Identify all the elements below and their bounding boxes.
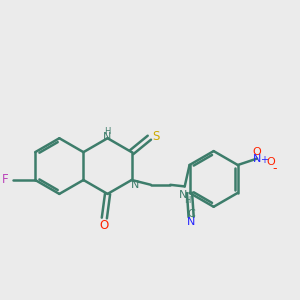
- Text: H: H: [184, 196, 190, 205]
- Text: O: O: [266, 158, 275, 167]
- Text: H: H: [104, 127, 111, 136]
- Text: N: N: [131, 180, 140, 190]
- Text: N: N: [103, 132, 112, 142]
- Text: O: O: [100, 219, 109, 232]
- Text: -: -: [273, 162, 277, 175]
- Text: N: N: [179, 190, 187, 200]
- Text: N: N: [253, 154, 261, 164]
- Text: N: N: [187, 217, 195, 227]
- Text: F: F: [2, 173, 9, 187]
- Text: +: +: [260, 154, 268, 164]
- Text: C: C: [187, 209, 195, 219]
- Text: S: S: [153, 130, 160, 142]
- Text: O: O: [253, 146, 261, 157]
